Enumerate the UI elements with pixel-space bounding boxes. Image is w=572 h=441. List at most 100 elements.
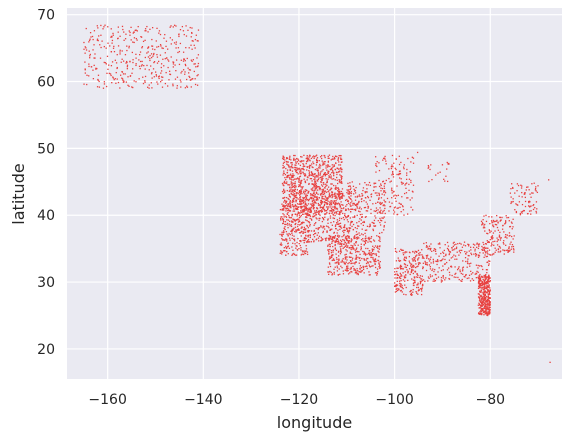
data-point (478, 297, 480, 299)
data-point (484, 276, 486, 278)
data-point (332, 171, 334, 173)
data-point (358, 210, 360, 212)
data-point (318, 186, 321, 188)
data-point (347, 236, 349, 238)
data-point (282, 209, 284, 211)
data-point (151, 38, 153, 41)
data-point (312, 216, 314, 218)
data-point (480, 220, 483, 222)
data-point (327, 249, 329, 251)
data-point (306, 214, 308, 216)
data-point (131, 86, 133, 88)
data-point (490, 245, 492, 247)
data-point (375, 163, 377, 165)
data-point (468, 277, 470, 279)
data-point (484, 227, 486, 229)
data-point (158, 77, 160, 80)
data-point (310, 207, 312, 209)
data-point (339, 222, 342, 224)
data-point (363, 253, 365, 255)
data-point (93, 64, 95, 67)
data-point (329, 263, 331, 265)
data-point (300, 240, 302, 243)
data-point (303, 209, 305, 211)
data-point (299, 212, 301, 214)
data-point (316, 157, 319, 159)
data-point (97, 74, 100, 76)
data-point (414, 259, 416, 261)
data-point (322, 217, 325, 220)
data-point (383, 157, 386, 159)
data-point (339, 273, 341, 275)
data-point (300, 211, 302, 213)
data-point (154, 71, 157, 73)
data-point (293, 189, 296, 191)
data-point (337, 168, 340, 170)
data-point (309, 154, 311, 156)
data-point (356, 222, 358, 224)
data-point (328, 196, 330, 198)
data-point (378, 236, 381, 238)
data-point (289, 157, 291, 159)
data-point (402, 272, 404, 274)
data-point (283, 197, 285, 199)
data-point (324, 201, 327, 204)
data-point (285, 200, 287, 202)
data-point (333, 184, 335, 187)
data-point (315, 202, 317, 204)
data-point (374, 182, 377, 184)
data-point (282, 231, 285, 234)
data-point (324, 173, 326, 176)
data-point (323, 204, 326, 207)
data-point (157, 45, 160, 48)
data-point (321, 195, 323, 198)
data-point (284, 202, 287, 204)
data-point (321, 157, 323, 160)
data-point (299, 197, 301, 199)
data-point (403, 259, 405, 261)
data-point (484, 280, 486, 282)
data-point (283, 209, 285, 211)
data-point (291, 203, 294, 206)
data-point (392, 165, 394, 168)
data-point (338, 203, 341, 205)
data-point (366, 203, 369, 205)
data-point (348, 262, 350, 264)
data-point (328, 243, 331, 245)
data-point (398, 276, 401, 278)
data-point (306, 220, 308, 222)
data-point (481, 248, 483, 251)
data-point (309, 193, 312, 195)
data-point (294, 181, 296, 183)
data-point (306, 169, 308, 171)
data-point (290, 178, 292, 180)
data-point (282, 213, 284, 215)
data-point (329, 173, 331, 176)
data-point (338, 179, 340, 181)
data-point (143, 64, 145, 67)
data-point (346, 256, 348, 258)
data-point (124, 54, 127, 56)
data-point (399, 272, 401, 275)
data-point (378, 185, 381, 188)
data-point (285, 210, 287, 212)
data-point (346, 270, 348, 272)
data-point (472, 279, 475, 282)
data-point (334, 208, 336, 210)
data-point (356, 205, 358, 208)
data-point (308, 207, 310, 209)
data-point (471, 278, 473, 280)
data-point (462, 266, 465, 268)
data-point (297, 181, 300, 183)
data-point (510, 188, 512, 190)
data-point (433, 249, 435, 252)
data-point (194, 38, 197, 41)
data-point (477, 293, 480, 295)
data-point (286, 219, 288, 221)
data-point (296, 249, 298, 251)
data-point (120, 61, 122, 63)
data-point (388, 168, 390, 170)
data-point (507, 250, 509, 252)
data-point (480, 284, 482, 286)
data-point (353, 248, 355, 250)
